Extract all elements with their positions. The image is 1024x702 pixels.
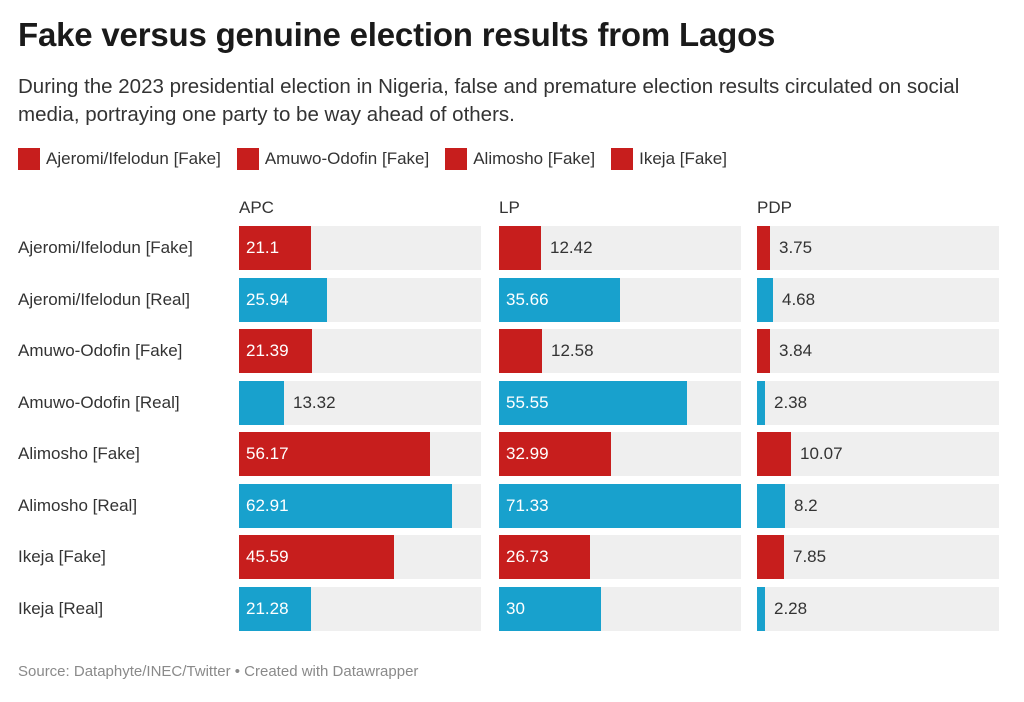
bar-apc-fake [239,535,394,579]
column-header-apc: APC [239,198,274,217]
bar-track: 3.84 [757,329,999,373]
column-header-pdp: PDP [757,198,792,217]
bar-track: 12.42 [499,226,741,270]
bar-track: 62.91 [239,483,481,528]
bar-track: 21.1 [239,226,481,270]
bar-track: 4.68 [757,277,999,322]
bar-track: 21.28 [239,586,481,631]
row-label: Ikeja [Fake] [18,547,106,566]
legend: Ajeromi/Ifelodun [Fake] Amuwo-Odofin [Fa… [18,148,743,170]
value-label: 8.2 [794,495,818,515]
legend-label: Ikeja [Fake] [639,149,727,168]
bar-lp-fake [499,535,590,579]
value-label: 12.42 [550,238,593,257]
bar-pdp-fake [757,535,784,579]
bar-apc-fake [239,329,312,373]
legend-swatch [611,148,634,170]
bar-track: 12.58 [499,329,741,373]
bar-pdp-real [757,277,773,322]
bar-track: 26.73 [499,535,741,579]
bar-lp-fake [499,226,541,270]
value-label: 71.33 [506,495,549,515]
row-label: Amuwo-Odofin [Fake] [18,341,183,360]
value-label: 56.17 [246,444,289,463]
bar-track: 35.66 [499,277,741,322]
legend-swatch [18,148,40,170]
bar-pdp-fake [757,226,770,270]
bar-lp-real [499,586,601,631]
row-label: Alimosho [Fake] [18,444,140,463]
value-label: 21.28 [246,598,289,618]
bar-pdp-real [757,483,785,528]
value-label: 7.85 [793,547,827,566]
value-label: 12.58 [551,341,594,360]
legend-item: Ajeromi/Ifelodun [Fake] [18,148,221,170]
row-label: Alimosho [Real] [18,495,138,515]
row-label: Amuwo-Odofin [Real] [18,392,180,412]
value-label: 32.99 [506,444,549,463]
bar-track: 7.85 [757,535,999,579]
value-label: 26.73 [506,547,549,566]
bar-track: 71.33 [499,483,741,528]
bar-pdp-fake [757,432,791,476]
legend-item: Ikeja [Fake] [611,148,727,170]
value-label: 21.39 [246,341,289,360]
legend-item: Alimosho [Fake] [445,148,595,170]
value-label: 30 [506,598,525,618]
value-label: 13.32 [293,392,336,412]
legend-label: Amuwo-Odofin [Fake] [264,149,430,168]
bar-lp-fake [499,329,542,373]
bar-lp-real [499,483,741,528]
bar-apc-fake [239,226,311,270]
value-label: 2.38 [774,392,808,412]
value-label: 25.94 [246,289,289,309]
value-label: 3.75 [779,238,813,257]
bar-pdp-real [757,586,765,631]
value-label: 21.1 [246,238,280,257]
legend-swatch [236,148,259,170]
bar-apc-real [239,277,327,322]
bar-pdp-fake [757,329,770,373]
bar-lp-fake [499,432,611,476]
bar-track: 8.2 [757,483,999,528]
column-header-lp: LP [499,198,520,217]
bar-pdp-real [757,380,765,425]
bar-lp-real [499,277,620,322]
bar-apc-real [239,586,311,631]
bar-apc-fake [239,432,430,476]
bar-apc-real [239,483,452,528]
value-label: 10.07 [800,444,843,463]
bar-track: 3.75 [757,226,999,270]
bar-track: 2.28 [757,586,999,631]
value-label: 62.91 [246,495,289,515]
bar-track: 32.99 [499,432,741,476]
row-label: Ajeromi/Ifelodun [Fake] [18,238,193,257]
value-label: 35.66 [506,289,549,309]
legend-swatch [445,148,468,170]
chart-subtitle: During the 2023 presidential election in… [18,75,960,126]
value-label: 55.55 [506,392,549,412]
value-label: 3.84 [779,341,813,360]
bar-track: 56.17 [239,432,481,476]
source-note: Source: Dataphyte/INEC/Twitter • Created… [18,663,419,680]
bar-track: 30 [499,586,741,631]
row-label: Ikeja [Real] [18,598,104,618]
legend-label: Ajeromi/Ifelodun [Fake] [46,149,221,168]
bar-lp-real [499,380,687,425]
legend-item: Amuwo-Odofin [Fake] [236,148,430,170]
bar-track: 25.94 [239,277,481,322]
legend-label: Alimosho [Fake] [473,149,596,168]
chart-title: Fake versus genuine election results fro… [18,16,776,53]
value-label: 45.59 [246,547,289,566]
bar-track: 21.39 [239,329,481,373]
bar-track: 10.07 [757,432,999,476]
bar-track: 55.55 [499,380,741,425]
value-label: 2.28 [774,598,808,618]
bar-track: 2.38 [757,380,999,425]
bar-track: 13.32 [239,380,481,425]
bar-apc-real [239,380,284,425]
bar-track: 45.59 [239,535,481,579]
value-label: 4.68 [782,289,816,309]
row-label: Ajeromi/Ifelodun [Real] [18,289,190,309]
